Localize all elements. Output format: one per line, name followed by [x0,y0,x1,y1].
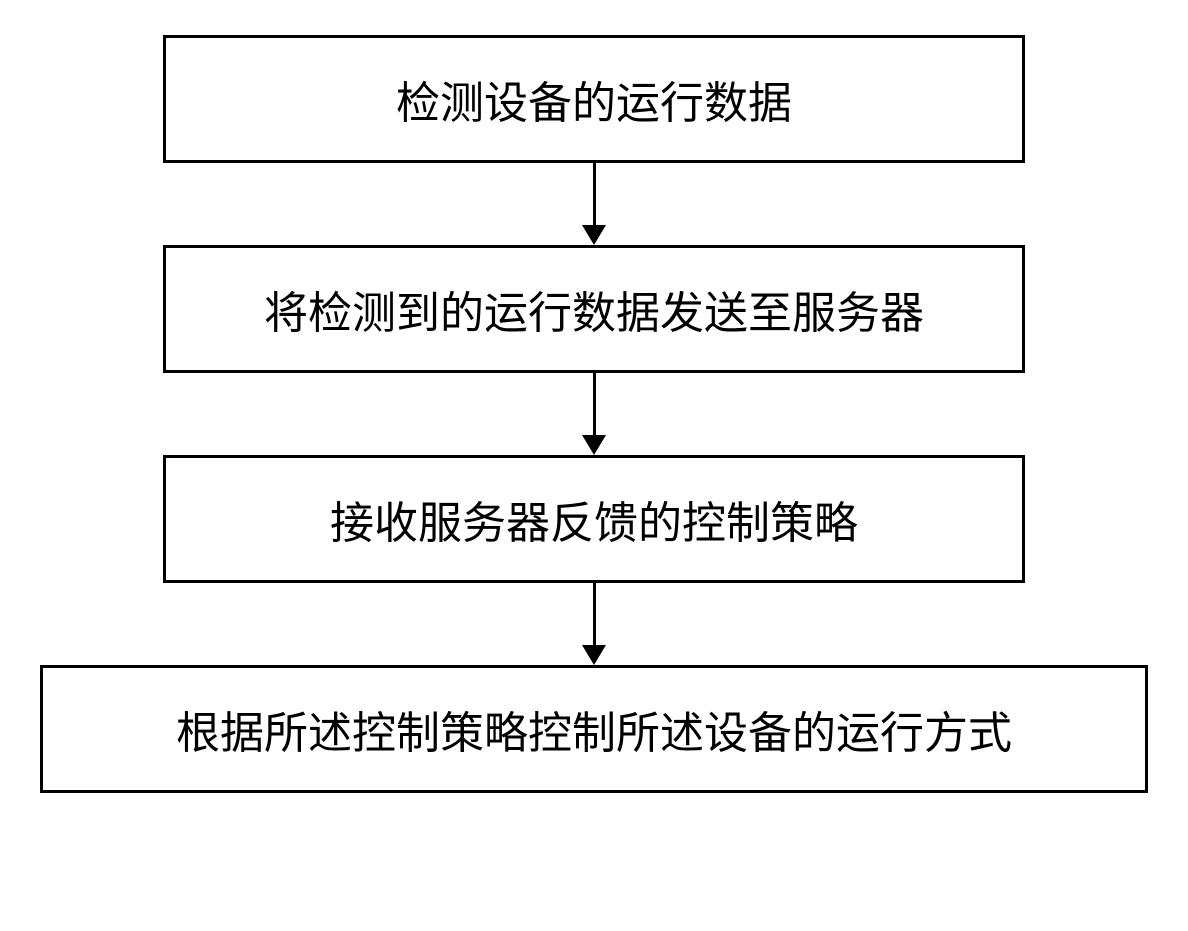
arrow-1 [582,163,606,245]
arrow-down-icon [582,645,606,665]
arrow-2 [582,373,606,455]
flowchart-box-4-text: 根据所述控制策略控制所述设备的运行方式 [176,697,1012,761]
flowchart-box-1: 检测设备的运行数据 [163,35,1025,163]
flowchart-box-3-text: 接收服务器反馈的控制策略 [330,487,858,551]
flowchart-box-2-text: 将检测到的运行数据发送至服务器 [264,277,924,341]
flowchart-box-3: 接收服务器反馈的控制策略 [163,455,1025,583]
arrow-down-icon [582,225,606,245]
flowchart-box-1-text: 检测设备的运行数据 [396,67,792,131]
arrow-3 [582,583,606,665]
flowchart-box-2: 将检测到的运行数据发送至服务器 [163,245,1025,373]
flowchart-box-4: 根据所述控制策略控制所述设备的运行方式 [40,665,1148,793]
arrow-down-icon [582,435,606,455]
